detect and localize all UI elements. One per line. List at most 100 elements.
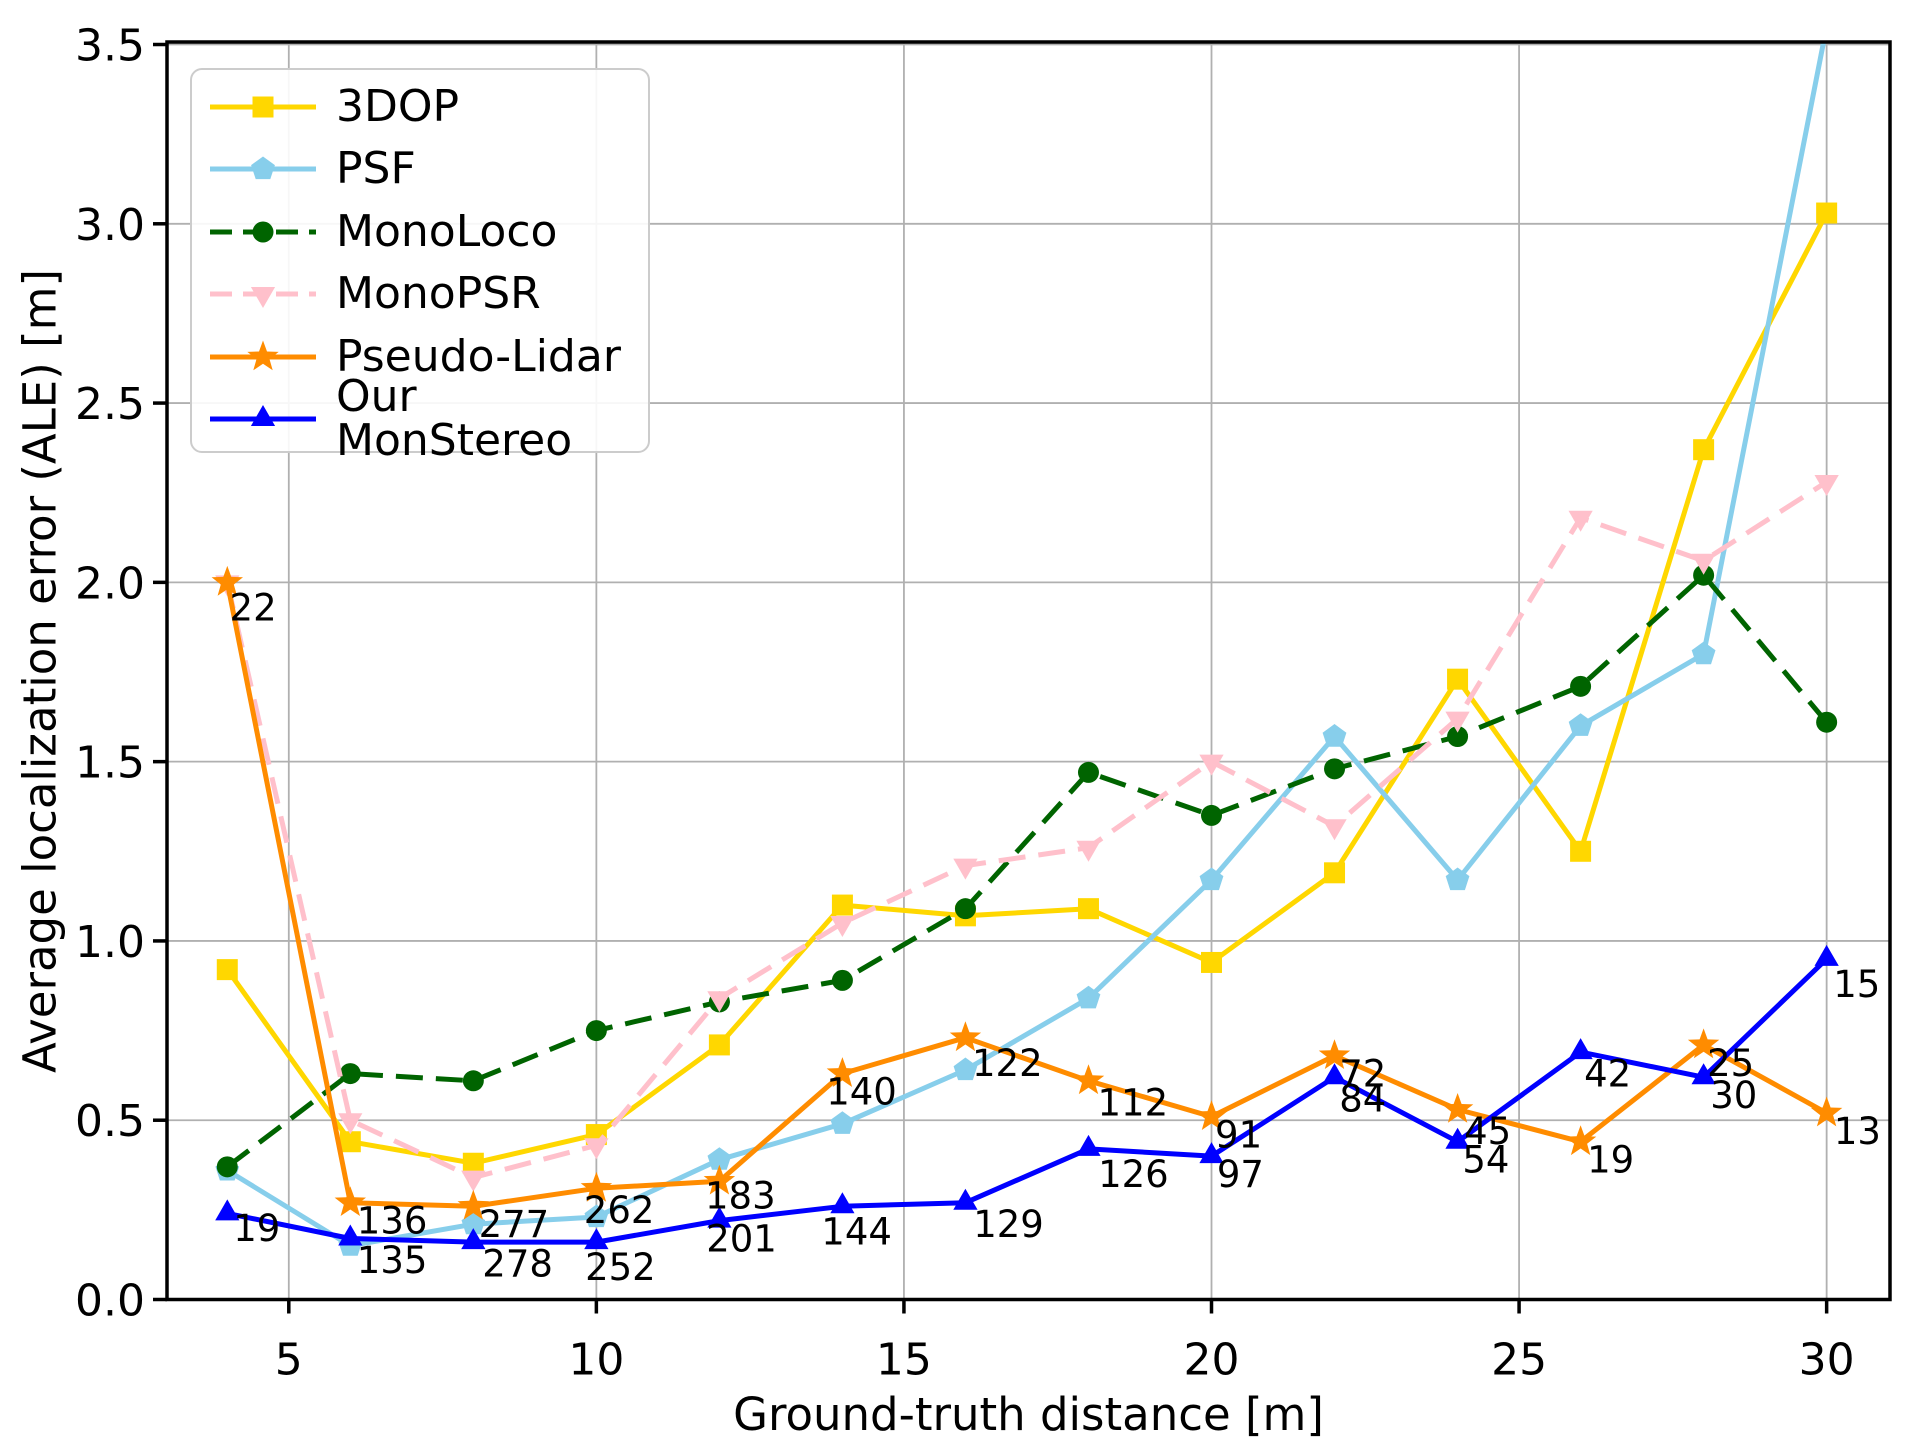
- triangle-down-marker: [338, 1113, 363, 1135]
- circle-marker: [462, 1070, 484, 1092]
- square-marker: [708, 1034, 730, 1056]
- pentagon-marker: [707, 1147, 732, 1170]
- triangle-down-marker: [1691, 553, 1716, 575]
- triangle-down-icon: [250, 287, 276, 309]
- triangle-up-marker: [1076, 1134, 1101, 1156]
- star-marker: [457, 1189, 489, 1220]
- star-marker: [1195, 1100, 1228, 1130]
- square-marker: [831, 894, 853, 916]
- legend-line-sample: [210, 405, 316, 427]
- legend-item-monopsr: MonoPSR: [204, 263, 648, 325]
- triangle-down-marker: [461, 1170, 486, 1192]
- x-tick-label: 5: [275, 1335, 303, 1386]
- legend-label: Pseudo-Lidar: [336, 330, 621, 382]
- star-marker: [211, 565, 243, 596]
- y-tick-label: 2.0: [75, 558, 145, 609]
- x-tick-label: 10: [568, 1335, 624, 1386]
- count-annotation: 97: [1217, 1153, 1264, 1196]
- count-annotation: 136: [357, 1200, 428, 1243]
- x-tick-label: 30: [1799, 1335, 1855, 1386]
- triangle-up-marker: [953, 1188, 978, 1210]
- count-annotation: 30: [1710, 1074, 1757, 1117]
- series-monoloco: [216, 564, 1838, 1178]
- count-annotation: 45: [1464, 1110, 1511, 1153]
- grid-group: [167, 42, 1890, 1301]
- square-marker: [216, 959, 238, 981]
- triangle-up-icon: [250, 405, 276, 427]
- count-annotation: 42: [1584, 1053, 1631, 1096]
- legend-label: MonoPSR: [336, 268, 541, 320]
- triangle-down-marker: [1199, 754, 1224, 776]
- circle-marker: [1447, 726, 1469, 748]
- legend-line-sample: [210, 287, 316, 309]
- circle-marker: [1077, 761, 1099, 783]
- legend-item-psf: PSF: [204, 138, 648, 200]
- count-annotation: 278: [482, 1243, 553, 1286]
- legend-item-our-monstereo: Our MonStereo: [204, 375, 648, 463]
- series-line: [226, 957, 1829, 1245]
- triangle-down-marker: [830, 916, 855, 937]
- count-annotation: 19: [233, 1207, 280, 1250]
- triangle-down-marker: [1568, 510, 1593, 532]
- legend-line-sample: [210, 221, 316, 243]
- count-annotation: 15: [1833, 963, 1880, 1006]
- series-line: [225, 572, 1829, 1169]
- triangle-up-marker: [215, 1199, 240, 1221]
- triangle-up-marker: [1814, 944, 1839, 966]
- star-marker: [1810, 1096, 1843, 1127]
- triangle-down-marker: [1814, 475, 1839, 496]
- square-marker: [1447, 668, 1469, 690]
- square-marker: [1570, 840, 1592, 862]
- series-line: [225, 42, 1827, 1249]
- y-tick-label: 2.5: [75, 379, 145, 430]
- pentagon-marker: [1199, 867, 1224, 891]
- y-axis-label: Average localization error (ALE) [m]: [13, 268, 67, 1074]
- count-annotation: 72: [1339, 1053, 1386, 1096]
- square-marker: [1693, 439, 1715, 461]
- pentagon-marker: [830, 1111, 855, 1134]
- tick-group: [153, 42, 1829, 1314]
- count-annotation: 252: [585, 1246, 656, 1289]
- y-tick-label: 1.5: [75, 738, 145, 789]
- count-annotation: 54: [1462, 1139, 1509, 1182]
- pentagon-marker: [461, 1211, 486, 1235]
- triangle-down-marker: [1076, 840, 1101, 862]
- square-marker: [1324, 862, 1346, 884]
- count-annotation: 122: [972, 1042, 1043, 1085]
- axes-frame: [165, 40, 1892, 1302]
- square-marker: [462, 1152, 484, 1174]
- circle-icon: [252, 221, 274, 243]
- square-marker: [339, 1131, 361, 1153]
- count-annotation: 19: [1587, 1139, 1634, 1182]
- count-annotation: 13: [1834, 1110, 1881, 1153]
- star-icon: [247, 340, 279, 371]
- count-annotation: 22: [230, 587, 277, 630]
- pentagon-marker: [1322, 724, 1347, 747]
- circle-marker: [216, 1156, 238, 1178]
- count-annotation: 183: [705, 1175, 776, 1218]
- star-marker: [1072, 1064, 1105, 1095]
- x-tick-label: 20: [1184, 1335, 1240, 1386]
- x-axis-label: Ground-truth distance [m]: [733, 1388, 1324, 1441]
- count-annotation: 144: [821, 1210, 892, 1253]
- count-annotation: 112: [1097, 1081, 1168, 1124]
- star-marker: [334, 1186, 366, 1216]
- legend-item-3dop: 3DOP: [204, 76, 648, 138]
- count-annotation: 91: [1215, 1114, 1262, 1157]
- circle-marker: [1816, 711, 1838, 733]
- x-tick-label: 25: [1491, 1335, 1547, 1386]
- triangle-up-marker: [461, 1228, 486, 1250]
- y-tick-label: 3.5: [75, 21, 145, 72]
- star-marker: [949, 1021, 982, 1052]
- square-marker: [1816, 202, 1838, 224]
- legend-label: MonoLoco: [336, 205, 558, 257]
- star-marker: [1318, 1039, 1351, 1069]
- count-annotation: 126: [1098, 1153, 1169, 1196]
- triangle-up-marker: [707, 1206, 732, 1228]
- count-annotation: 201: [706, 1218, 777, 1261]
- legend-box: 3DOP PSF MonoLoco MonoPSR Pseudo-Lidar Our Mo…: [190, 68, 650, 463]
- circle-marker: [585, 1020, 607, 1042]
- pentagon-marker: [1445, 867, 1470, 891]
